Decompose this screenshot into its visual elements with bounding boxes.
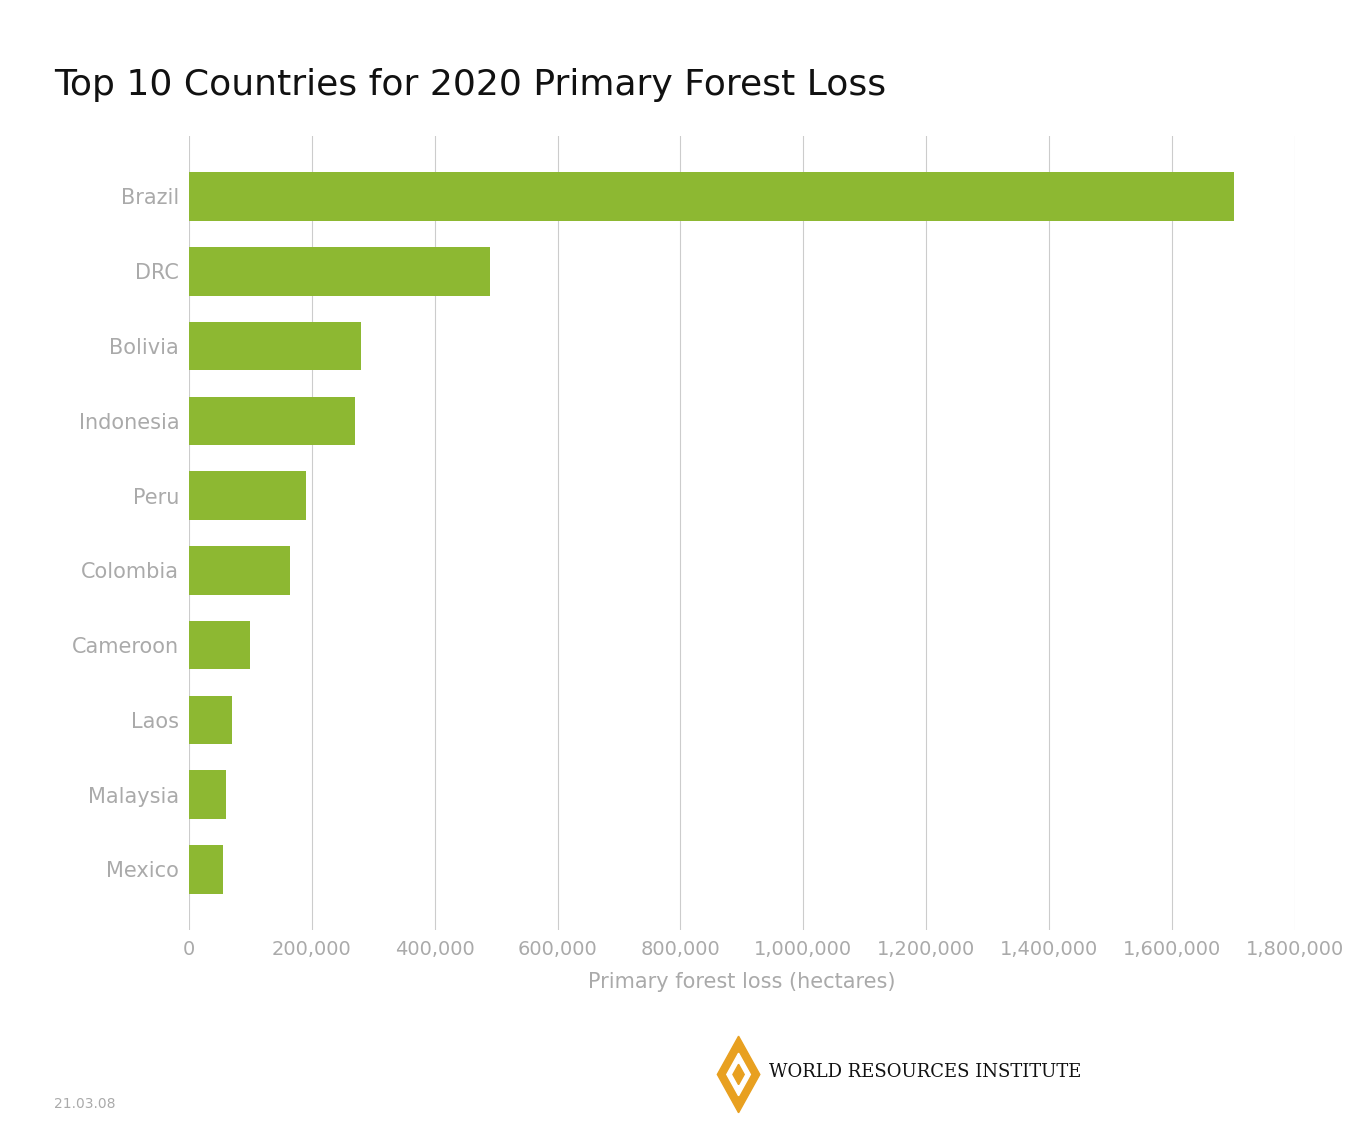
Text: Top 10 Countries for 2020 Primary Forest Loss: Top 10 Countries for 2020 Primary Forest… [54,68,886,102]
Bar [189,695,232,744]
Polygon shape [727,1053,750,1095]
Bar [189,472,306,519]
Bar [189,172,1233,221]
Bar [189,770,225,819]
Polygon shape [733,1064,745,1084]
Bar [189,247,490,296]
Bar [189,620,251,669]
X-axis label: Primary forest loss (hectares): Primary forest loss (hectares) [588,973,896,992]
Bar [189,845,223,894]
Bar [189,547,290,594]
Text: WORLD RESOURCES INSTITUTE: WORLD RESOURCES INSTITUTE [769,1063,1082,1081]
Text: GLOBAL
FOREST
WATCH: GLOBAL FOREST WATCH [552,1051,608,1098]
Polygon shape [718,1036,759,1112]
Text: 21.03.08: 21.03.08 [54,1098,116,1111]
Bar [189,322,362,371]
Bar [189,397,355,446]
